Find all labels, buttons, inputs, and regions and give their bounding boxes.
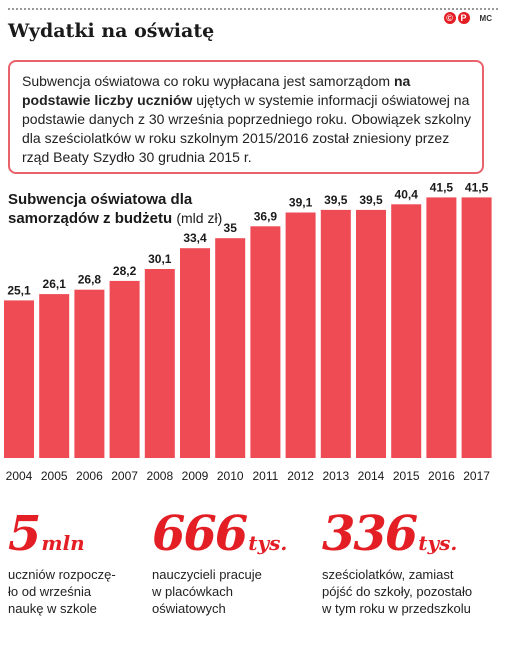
- category-label-2014: 2014: [358, 469, 385, 483]
- category-label-2015: 2015: [393, 469, 420, 483]
- info-text-end: ujętych w systemie informacji oświatowej…: [22, 92, 472, 165]
- bar-2017: [461, 197, 492, 458]
- stat-six-year-olds-number: 336: [322, 506, 418, 562]
- value-label-2015: 40,4: [395, 187, 419, 201]
- bar-2016: [426, 197, 457, 458]
- stat-students: 5 mln uczniów rozpoczę- ło od września na…: [8, 508, 116, 617]
- stat-six-year-olds-unit: tys.: [418, 531, 458, 555]
- value-label-2011: 36,9: [254, 209, 278, 223]
- publisher-logos: © P MC: [443, 12, 492, 24]
- category-label-2013: 2013: [322, 469, 349, 483]
- bar-2012: [285, 212, 316, 458]
- chart-unit-label: (mld zł): [176, 210, 223, 226]
- top-divider: [8, 8, 498, 10]
- bar-2005: [39, 294, 70, 458]
- stat-students-number: 5: [8, 506, 41, 562]
- stat-six-year-olds: 336 tys. sześciolatków, zamiast pójść do …: [322, 508, 472, 617]
- value-label-2013: 39,5: [324, 193, 348, 207]
- category-label-2004: 2004: [6, 469, 33, 483]
- value-label-2007: 28,2: [113, 264, 137, 278]
- value-label-2009: 33,4: [183, 231, 207, 245]
- author-credit: MC: [479, 13, 492, 23]
- info-text-bold: na podstawie liczby uczniów: [22, 73, 411, 108]
- bar-2004: [4, 300, 34, 458]
- bar-2014: [356, 209, 386, 458]
- value-label-2010: 35: [224, 221, 238, 235]
- bar-2009: [180, 248, 210, 458]
- category-label-2008: 2008: [146, 469, 173, 483]
- bar-2011: [250, 226, 281, 458]
- category-label-2009: 2009: [182, 469, 209, 483]
- chart-title-text: Subwencja oświatowa dla samorządów z bud…: [8, 191, 193, 227]
- category-label-2016: 2016: [428, 469, 455, 483]
- value-label-2017: 41,5: [465, 180, 489, 194]
- category-label-2007: 2007: [111, 469, 138, 483]
- info-box: Subwencja oświatowa co roku wypłacana je…: [8, 60, 484, 174]
- stat-teachers-number: 666: [152, 506, 248, 562]
- publisher-p-icon: P: [457, 12, 470, 24]
- value-label-2012: 39,1: [289, 196, 313, 210]
- bar-2006: [74, 289, 105, 458]
- stat-teachers: 666 tys. nauczycieli pracuje w placówkach…: [152, 508, 287, 617]
- value-label-2016: 41,5: [430, 180, 454, 194]
- bar-2007: [109, 280, 140, 458]
- copyright-icon: ©: [443, 12, 456, 24]
- value-label-2006: 26,8: [78, 273, 102, 287]
- value-label-2005: 26,1: [43, 277, 67, 291]
- stat-teachers-description: nauczycieli pracuje w placówkach oświato…: [152, 567, 262, 616]
- stat-students-description: uczniów rozpoczę- ło od września naukę w…: [8, 567, 116, 616]
- category-label-2017: 2017: [463, 469, 490, 483]
- category-label-2010: 2010: [217, 469, 244, 483]
- page-title: Wydatki na oświatę: [8, 20, 215, 42]
- info-text-start: Subwencja oświatowa co roku wypłacana je…: [22, 73, 391, 89]
- value-label-2014: 39,5: [359, 193, 383, 207]
- stat-six-year-olds-description: sześciolatków, zamiast pójść do szkoły, …: [322, 567, 473, 616]
- category-label-2005: 2005: [41, 469, 68, 483]
- stat-students-unit: mln: [41, 531, 85, 555]
- bar-2015: [391, 204, 422, 458]
- bar-2008: [144, 269, 175, 458]
- category-label-2006: 2006: [76, 469, 103, 483]
- chart-title: Subwencja oświatowa dla samorządów z bud…: [8, 190, 228, 228]
- category-label-2012: 2012: [287, 469, 314, 483]
- bar-2010: [215, 238, 246, 458]
- value-label-2008: 30,1: [148, 252, 172, 266]
- category-label-2011: 2011: [252, 469, 278, 483]
- value-label-2004: 25,1: [7, 283, 31, 297]
- bar-2013: [320, 209, 351, 458]
- stat-teachers-unit: tys.: [248, 531, 288, 555]
